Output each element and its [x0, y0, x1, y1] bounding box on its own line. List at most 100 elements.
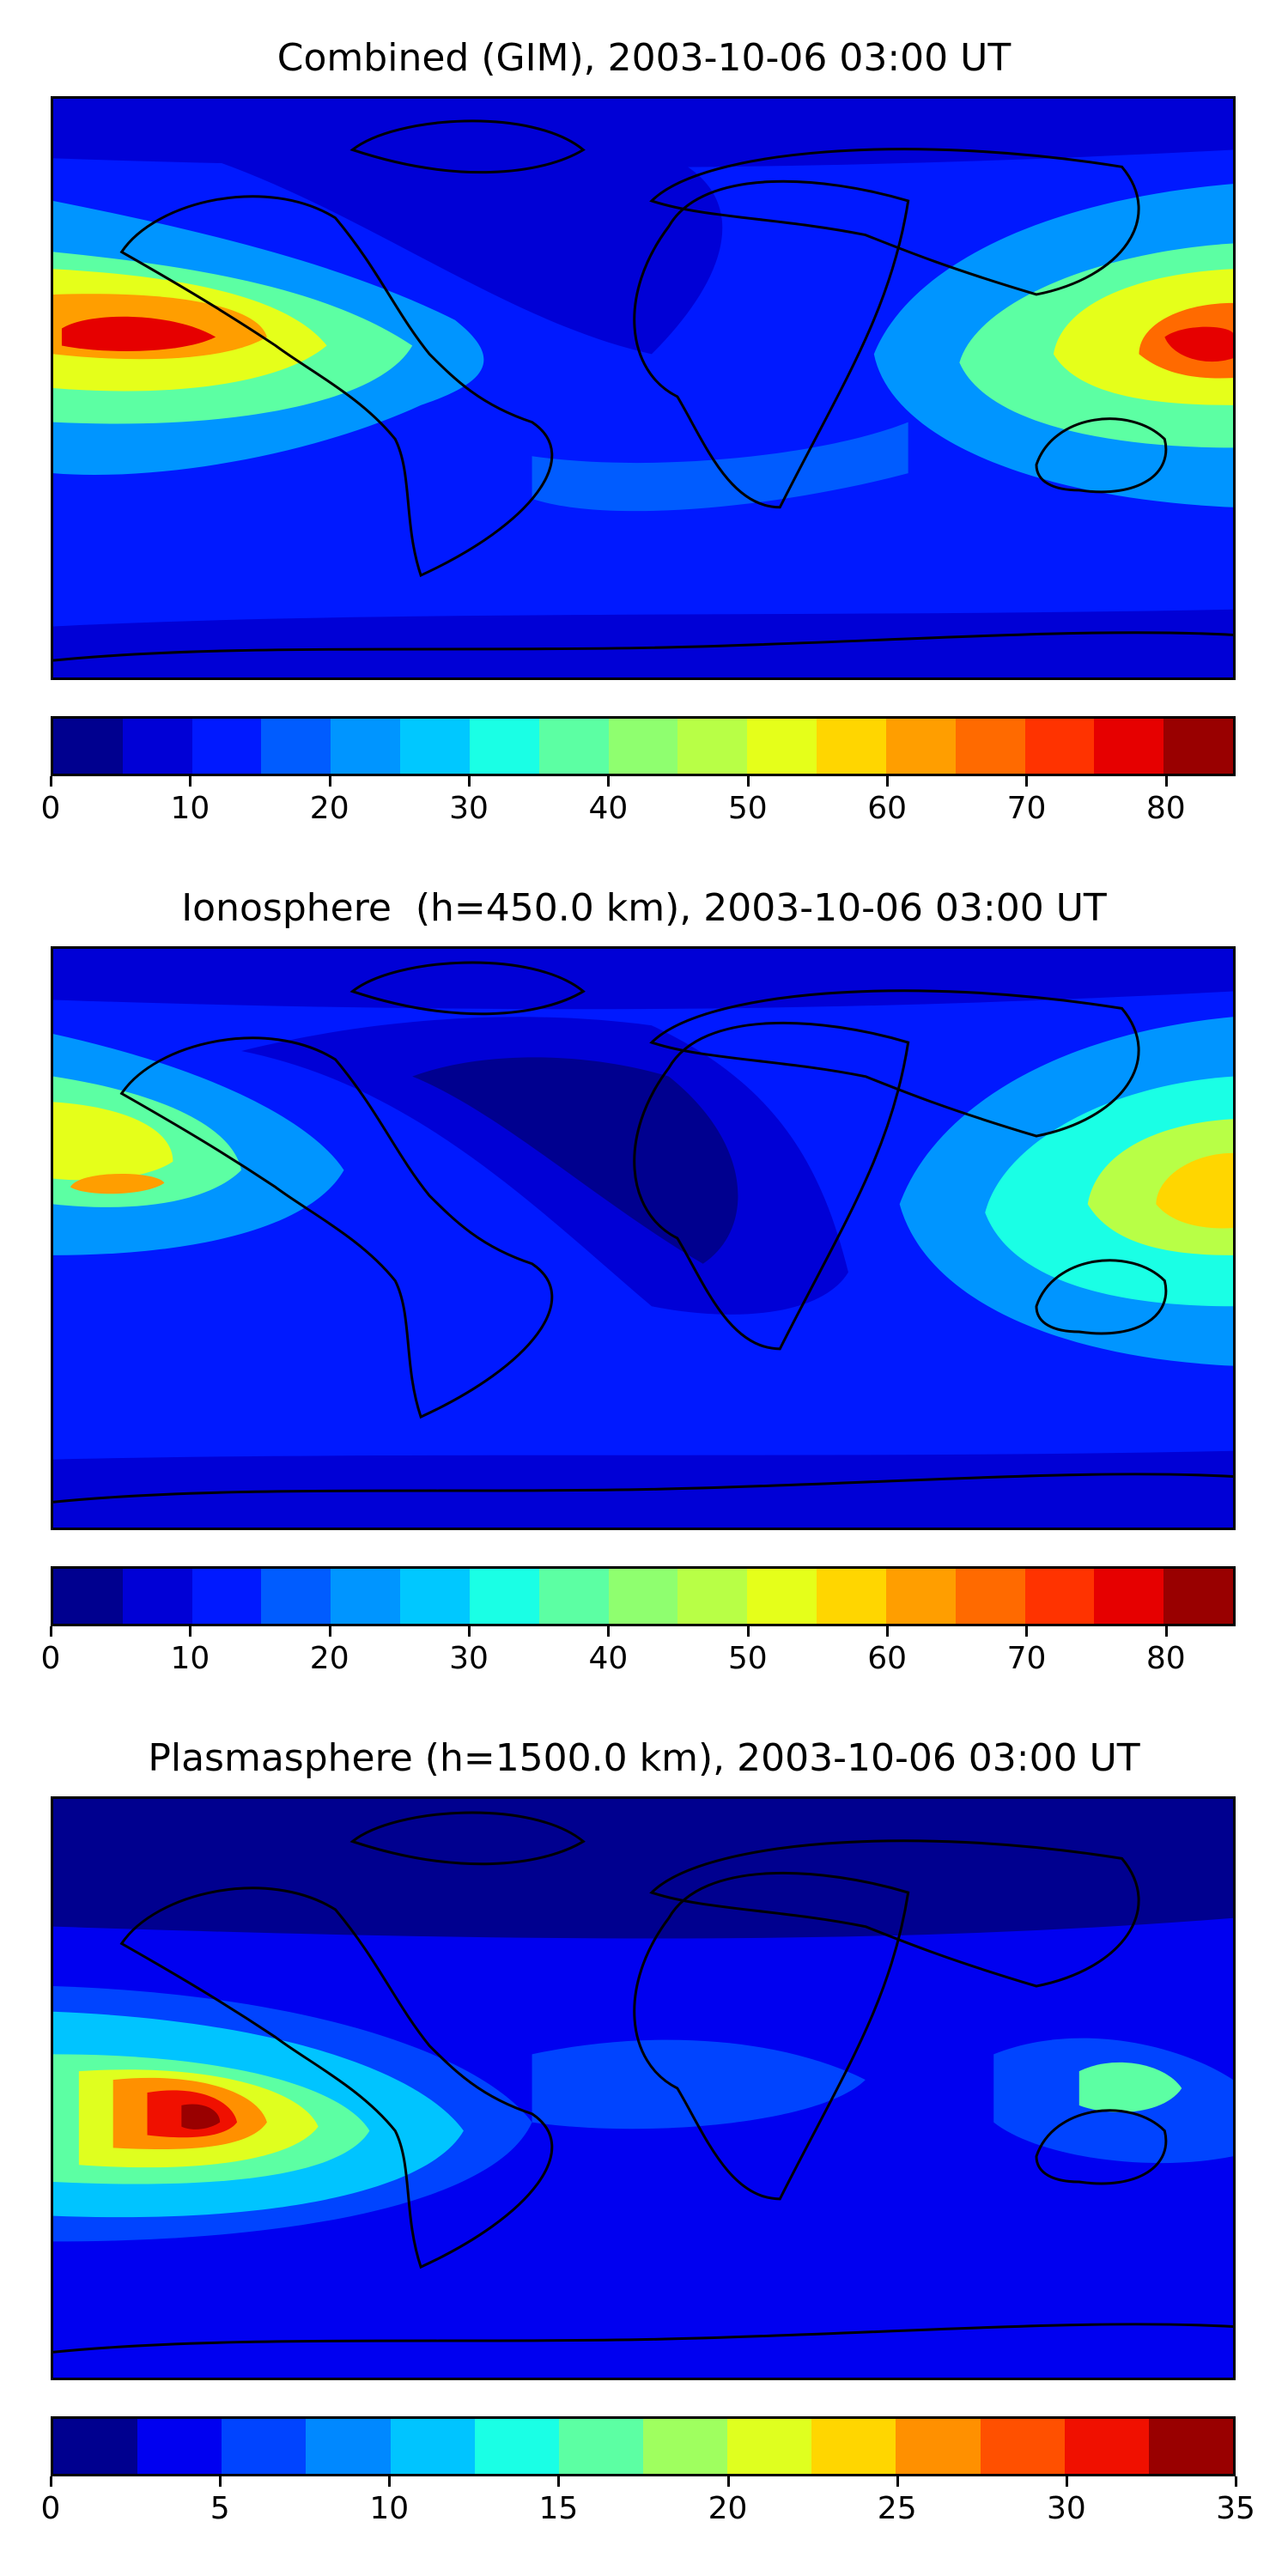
colorbar-ionosphere	[51, 1566, 1236, 1626]
colorbar-segment	[1094, 1569, 1164, 1624]
tick-label: 25	[877, 2491, 917, 2526]
colorbar-segment	[811, 2419, 896, 2474]
tick-label: 0	[40, 1641, 61, 1676]
tick-mark	[886, 1626, 890, 1637]
colorbar-segment	[469, 1569, 539, 1624]
colorbar-segment	[306, 2419, 391, 2474]
colorbar-segment	[53, 2419, 138, 2474]
tick-label: 80	[1145, 1641, 1186, 1676]
colorbar-segment	[1064, 2419, 1149, 2474]
tick-mark	[1164, 776, 1168, 787]
colorbar-segment	[1094, 719, 1164, 774]
colorbar-segment	[608, 1569, 678, 1624]
colorbar-segment	[980, 2419, 1065, 2474]
colorbar-segment	[896, 2419, 981, 2474]
tick-label: 20	[309, 791, 349, 826]
colorbar-plasmasphere	[51, 2416, 1236, 2476]
colorbar-segment	[817, 1569, 886, 1624]
colorbar-segment	[222, 2419, 307, 2474]
colorbar-segment	[261, 1569, 331, 1624]
colorbar-segment	[955, 719, 1025, 774]
map-ionosphere	[51, 946, 1236, 1530]
colorbar-ticks-plasmasphere: 0 5 10 15 20 25 30 35	[41, 2476, 1255, 2528]
tick-label: 10	[170, 791, 210, 826]
tick-mark	[1025, 776, 1029, 787]
colorbar-segment	[747, 1569, 817, 1624]
colorbar-segment	[390, 2419, 475, 2474]
tick-mark	[328, 1626, 331, 1637]
tick-mark	[746, 776, 750, 787]
tick-label: 40	[588, 1641, 629, 1676]
tick-mark	[468, 776, 471, 787]
panel-title-plasmasphere: Plasmasphere (h=1500.0 km), 2003-10-06 0…	[148, 1736, 1140, 1780]
colorbar-segment	[469, 719, 539, 774]
colorbar-segment	[122, 719, 192, 774]
tick-mark	[607, 776, 611, 787]
tick-mark	[328, 776, 331, 787]
colorbar-segment	[1163, 719, 1233, 774]
tick-label: 0	[40, 791, 61, 826]
tick-mark	[1065, 2476, 1068, 2487]
colorbar-segment	[538, 719, 609, 774]
tick-label: 50	[727, 791, 768, 826]
colorbar-segment	[53, 719, 123, 774]
colorbar-segment	[955, 1569, 1025, 1624]
panel-title-ionosphere: Ionosphere (h=450.0 km), 2003-10-06 03:0…	[181, 886, 1107, 930]
colorbar-segment	[331, 1569, 401, 1624]
map-combined	[51, 96, 1236, 680]
colorbar-segment	[191, 1569, 262, 1624]
colorbar-segment	[400, 719, 470, 774]
colorbar-segment	[642, 2419, 728, 2474]
tick-label: 35	[1216, 2491, 1255, 2526]
tick-mark	[726, 2476, 730, 2487]
colorbar-segment	[261, 719, 331, 774]
tick-label: 30	[449, 1641, 489, 1676]
tick-mark	[886, 776, 890, 787]
colorbar-segment	[400, 1569, 470, 1624]
colorbar-segment	[538, 1569, 609, 1624]
tick-label: 70	[1006, 791, 1047, 826]
colorbar-segment	[727, 2419, 812, 2474]
colorbar-segment	[885, 719, 956, 774]
colorbar-segment	[885, 1569, 956, 1624]
tick-label: 50	[727, 1641, 768, 1676]
tick-label: 15	[538, 2491, 579, 2526]
tick-label: 70	[1006, 1641, 1047, 1676]
colorbar-segment	[747, 719, 817, 774]
tick-mark	[746, 1626, 750, 1637]
colorbar-segment	[1024, 1569, 1095, 1624]
tick-label: 60	[867, 1641, 908, 1676]
tick-mark	[1235, 2476, 1237, 2487]
tick-mark	[50, 2476, 52, 2487]
tick-label: 0	[40, 2491, 61, 2526]
tick-mark	[189, 776, 192, 787]
tick-mark	[388, 2476, 392, 2487]
tick-label: 10	[170, 1641, 210, 1676]
tick-mark	[1164, 1626, 1168, 1637]
colorbar-segment	[191, 719, 262, 774]
tick-mark	[557, 2476, 561, 2487]
tick-label: 80	[1145, 791, 1186, 826]
colorbar-segment	[817, 719, 886, 774]
tick-mark	[189, 1626, 192, 1637]
tick-label: 5	[210, 2491, 230, 2526]
colorbar-segment	[53, 1569, 123, 1624]
tick-mark	[607, 1626, 611, 1637]
colorbar-segment	[677, 1569, 748, 1624]
colorbar-segment	[1024, 719, 1095, 774]
colorbar-segment	[122, 1569, 192, 1624]
colorbar-segment	[1163, 1569, 1233, 1624]
colorbar-segment	[608, 719, 678, 774]
tick-label: 40	[588, 791, 629, 826]
tick-label: 30	[449, 791, 489, 826]
panel-title-combined: Combined (GIM), 2003-10-06 03:00 UT	[276, 36, 1012, 80]
colorbar-ticks-combined: 0 10 20 30 40 50 60 70 80	[41, 776, 1236, 828]
tick-label: 60	[867, 791, 908, 826]
tick-label: 20	[708, 2491, 748, 2526]
tick-mark	[896, 2476, 899, 2487]
colorbar-segment	[474, 2419, 559, 2474]
colorbar-combined	[51, 716, 1236, 776]
colorbar-segment	[137, 2419, 222, 2474]
tick-label: 30	[1046, 2491, 1086, 2526]
map-plasmasphere	[51, 1796, 1236, 2380]
